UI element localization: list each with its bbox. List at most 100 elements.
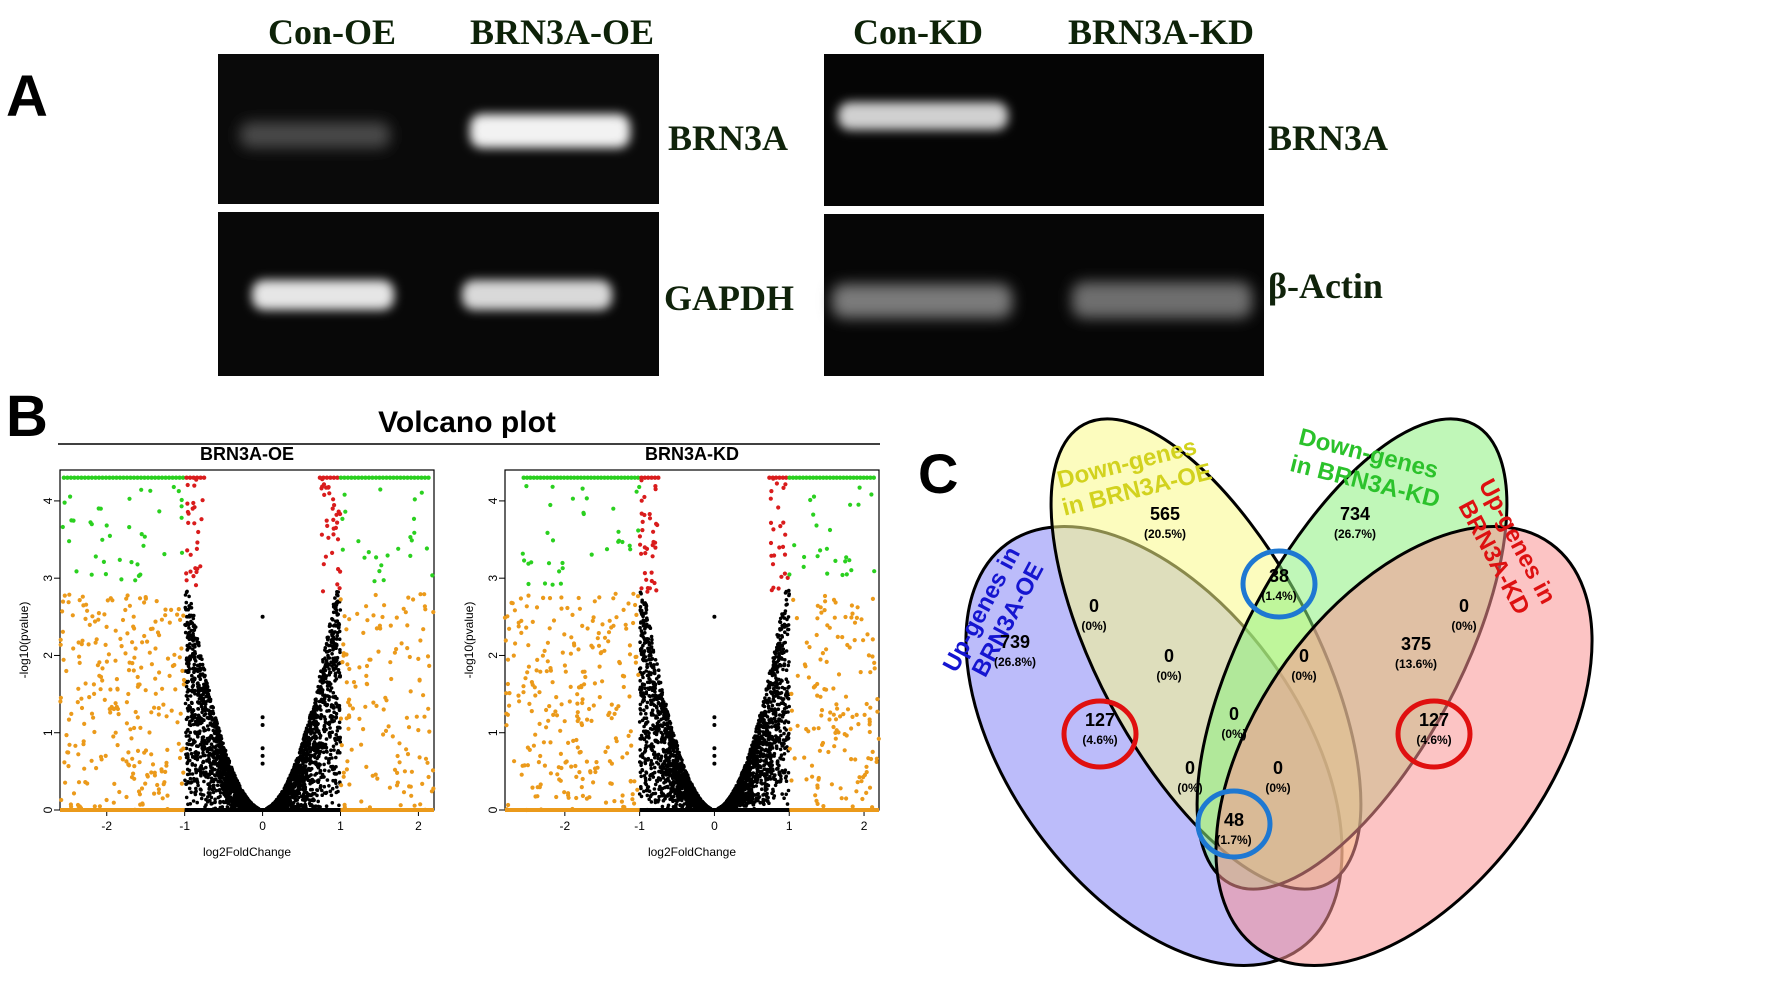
volcano-point bbox=[779, 691, 784, 695]
volcano-point bbox=[334, 711, 339, 716]
volcano-point bbox=[336, 599, 340, 604]
volcano-point bbox=[338, 750, 342, 755]
volcano-point bbox=[320, 697, 324, 702]
volcano-point bbox=[62, 500, 67, 505]
volcano-point bbox=[205, 724, 210, 728]
volcano-point bbox=[150, 762, 156, 767]
volcano-point bbox=[350, 706, 355, 711]
volcano-point bbox=[331, 744, 336, 749]
volcano-point bbox=[195, 756, 200, 761]
volcano-point bbox=[325, 523, 330, 528]
volcano-point bbox=[186, 644, 190, 649]
volcano-point bbox=[201, 666, 206, 670]
volcano-point bbox=[210, 787, 215, 792]
volcano-point bbox=[383, 728, 389, 733]
volcano-point bbox=[786, 686, 790, 690]
volcano-point bbox=[291, 806, 296, 811]
volcano-point bbox=[412, 497, 417, 502]
volcano-point bbox=[208, 763, 213, 768]
volcano-point bbox=[155, 782, 160, 788]
volcano-point bbox=[341, 653, 346, 658]
volcano-point bbox=[64, 733, 69, 738]
volcano-point bbox=[359, 799, 364, 804]
volcano-point bbox=[229, 806, 234, 810]
volcano-point bbox=[216, 795, 221, 800]
volcano-point bbox=[110, 475, 116, 480]
volcano-point bbox=[60, 524, 65, 530]
volcano-point bbox=[124, 475, 130, 480]
volcano-point bbox=[188, 552, 193, 557]
volcano-point bbox=[206, 692, 211, 697]
volcano-point bbox=[419, 490, 424, 495]
volcano-point bbox=[637, 792, 642, 796]
volcano-point bbox=[409, 769, 414, 774]
volcano-point bbox=[120, 757, 125, 762]
volcano-point bbox=[125, 593, 130, 598]
volcano-point bbox=[355, 611, 360, 616]
volcano-point bbox=[323, 554, 328, 559]
volcano-point bbox=[193, 731, 198, 735]
volcano-point bbox=[786, 663, 791, 668]
volcano-point bbox=[186, 658, 190, 663]
volcano-point bbox=[214, 749, 219, 753]
volcano-point bbox=[143, 781, 148, 786]
volcano-point bbox=[316, 722, 320, 726]
volcano-point bbox=[97, 673, 102, 678]
volcano-point bbox=[653, 782, 658, 787]
y-tick-label: 4 bbox=[41, 497, 55, 504]
volcano-point bbox=[82, 475, 88, 480]
volcano-point bbox=[197, 731, 202, 736]
volcano-point bbox=[211, 790, 216, 795]
volcano-point bbox=[153, 691, 158, 696]
volcano-point bbox=[295, 774, 300, 779]
volcano-point bbox=[199, 517, 204, 522]
volcano-point bbox=[244, 794, 248, 799]
volcano-point bbox=[748, 747, 753, 752]
volcano-point bbox=[197, 675, 202, 679]
volcano-point bbox=[126, 762, 131, 767]
volcano-point bbox=[645, 680, 650, 685]
volcano-point bbox=[171, 484, 176, 490]
volcano-point bbox=[193, 792, 198, 797]
volcano-plot-oe: BRN3A-OE-2 -1 0 1 201234log2FoldChange-log10… bbox=[17, 444, 436, 859]
volcano-point bbox=[303, 759, 308, 763]
volcano-point bbox=[230, 767, 234, 771]
volcano-point bbox=[298, 763, 303, 768]
volcano-point bbox=[290, 789, 295, 794]
volcano-point bbox=[107, 533, 112, 538]
volcano-point bbox=[97, 804, 102, 809]
volcano-point bbox=[362, 555, 367, 560]
volcano-point bbox=[352, 475, 358, 480]
volcano-point bbox=[165, 656, 171, 661]
volcano-point bbox=[218, 738, 222, 742]
volcano-point bbox=[322, 724, 327, 729]
volcano-point bbox=[76, 752, 81, 757]
x-tick-label: 0 bbox=[259, 819, 266, 833]
volcano-point bbox=[293, 772, 297, 776]
volcano-point bbox=[138, 725, 143, 730]
volcano-point bbox=[316, 799, 321, 804]
volcano-point bbox=[762, 763, 766, 768]
volcano-point bbox=[106, 652, 111, 657]
volcano-point bbox=[76, 780, 82, 785]
volcano-point bbox=[94, 637, 99, 642]
volcano-point bbox=[297, 787, 302, 792]
volcano-point bbox=[152, 770, 157, 775]
volcano-point bbox=[411, 597, 416, 602]
volcano-point bbox=[85, 781, 90, 786]
volcano-point bbox=[430, 768, 436, 773]
volcano-point bbox=[212, 783, 216, 788]
volcano-point bbox=[176, 607, 181, 612]
volcano-point bbox=[402, 769, 407, 774]
volcano-point bbox=[286, 794, 290, 799]
volcano-point bbox=[201, 475, 207, 480]
volcano-point bbox=[317, 475, 323, 480]
volcano-point bbox=[327, 769, 331, 773]
volcano-point bbox=[157, 670, 162, 675]
volcano-point bbox=[58, 699, 63, 704]
volcano-point bbox=[203, 772, 208, 776]
volcano-point bbox=[80, 594, 85, 599]
volcano-point bbox=[107, 475, 112, 480]
volcano-point bbox=[287, 776, 292, 780]
volcano-point bbox=[115, 743, 120, 748]
